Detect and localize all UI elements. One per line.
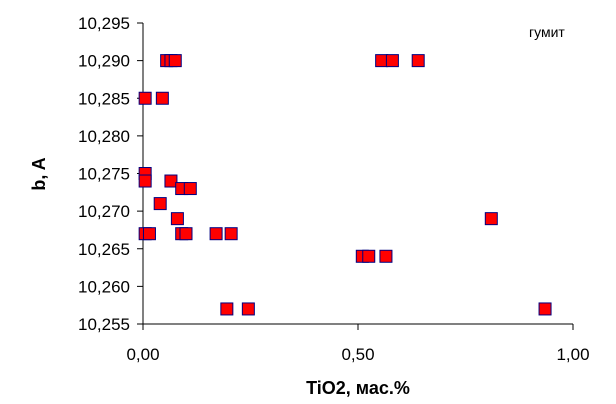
data-points [138, 54, 552, 316]
y-tick-label: 10,260 [78, 277, 130, 296]
data-point [138, 91, 152, 105]
data-point [362, 249, 376, 263]
data-point [385, 54, 399, 68]
y-tick-label: 10,255 [78, 315, 130, 334]
y-axis-title: b, A [29, 157, 49, 190]
data-point [375, 54, 389, 68]
x-axis-title: TiO2, мас.% [306, 378, 410, 398]
y-tick-label: 10,275 [78, 165, 130, 184]
data-point [179, 227, 193, 241]
data-point [153, 197, 167, 211]
x-tick-label: 1,00 [556, 345, 589, 364]
y-tick-label: 10,290 [78, 52, 130, 71]
y-tick-label: 10,265 [78, 240, 130, 259]
legend-label: гумит [529, 24, 565, 40]
x-tick-label: 0,00 [126, 345, 159, 364]
data-point [411, 54, 425, 68]
data-point [142, 227, 156, 241]
data-point [183, 182, 197, 196]
data-point [170, 212, 184, 226]
data-point [379, 249, 393, 263]
axes [142, 23, 573, 325]
data-point [168, 54, 182, 68]
data-point [224, 227, 238, 241]
data-point [138, 174, 152, 188]
data-point [164, 174, 178, 188]
x-tick-label: 0,50 [341, 345, 374, 364]
data-point [209, 227, 223, 241]
y-ticks: 10,255 10,260 10,265 10,270 10,275 10,280 10,2… [78, 14, 143, 334]
y-tick-label: 10,270 [78, 202, 130, 221]
y-tick-label: 10,295 [78, 14, 130, 33]
data-point [484, 212, 498, 226]
data-point [220, 302, 234, 316]
y-tick-label: 10,285 [78, 89, 130, 108]
data-point [538, 302, 552, 316]
y-tick-label: 10,280 [78, 127, 130, 146]
x-ticks: 0,00 0,50 1,00 [126, 324, 590, 364]
data-point [241, 302, 255, 316]
data-point [155, 91, 169, 105]
